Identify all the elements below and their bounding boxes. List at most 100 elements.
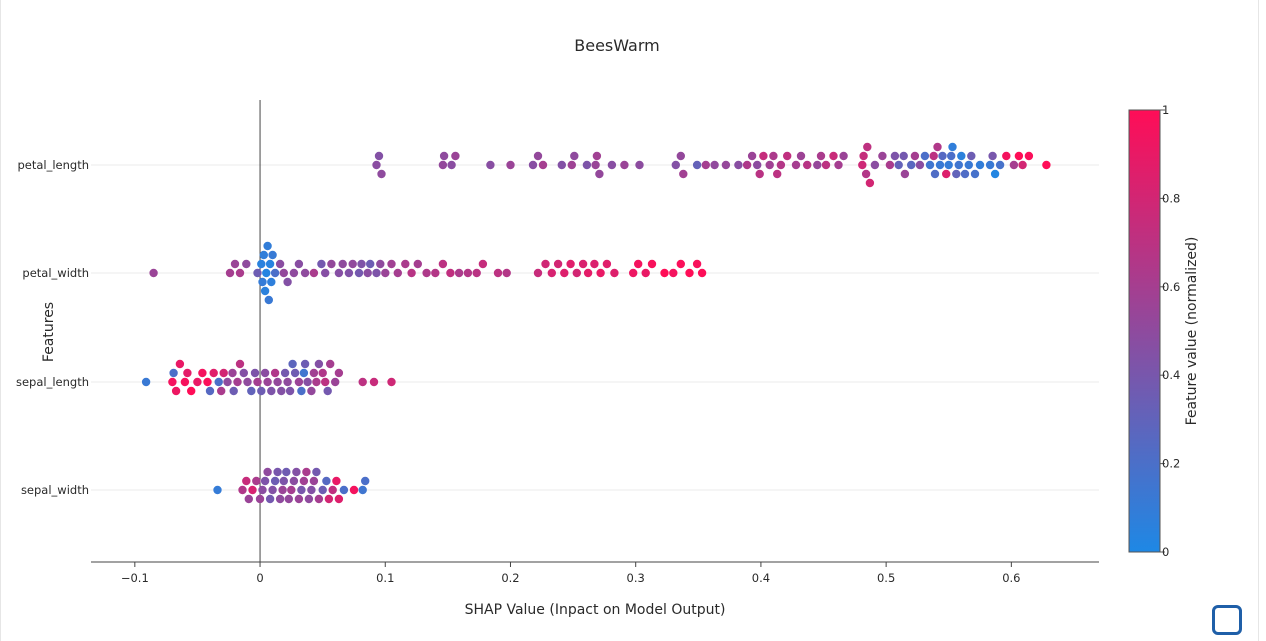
point-sepal_width [299, 476, 309, 486]
point-petal_length [1009, 160, 1019, 170]
point-sepal_length [209, 368, 218, 378]
x-axis-label: SHAP Value (Inpact on Model Output) [465, 602, 726, 618]
point-petal_length [933, 142, 942, 152]
point-petal_width [660, 268, 669, 278]
point-petal_width [697, 268, 707, 278]
point-sepal_length [260, 368, 270, 378]
point-petal_length [954, 160, 963, 170]
point-petal_length [964, 160, 973, 170]
point-sepal_length [169, 368, 178, 378]
point-sepal_length [312, 377, 321, 387]
chart-title: BeesWarm [574, 36, 659, 55]
point-petal_length [970, 169, 980, 179]
point-sepal_width [302, 467, 311, 477]
point-petal_length [721, 160, 731, 170]
point-sepal_length [285, 386, 295, 396]
point-petal_length [960, 169, 970, 179]
point-petal_length [582, 160, 592, 170]
y-tick-label: petal_width [22, 266, 89, 280]
point-petal_length [607, 160, 617, 170]
point-petal_length [753, 160, 762, 170]
point-petal_width [149, 268, 158, 278]
point-sepal_width [238, 485, 247, 495]
point-petal_width [438, 259, 448, 269]
point-sepal_width [361, 476, 370, 486]
expand-icon[interactable] [1212, 605, 1242, 635]
point-sepal_length [288, 359, 297, 369]
point-sepal_length [250, 368, 260, 378]
x-tick-label: 0.5 [877, 571, 895, 585]
point-petal_length [747, 151, 757, 161]
point-petal_length [765, 160, 774, 170]
point-sepal_width [252, 476, 261, 486]
point-petal_length [859, 151, 868, 161]
point-sepal_length [141, 377, 151, 387]
point-petal_width [235, 268, 245, 278]
point-petal_length [948, 142, 957, 152]
point-petal_width [317, 259, 326, 269]
point-petal_length [1042, 160, 1051, 170]
point-sepal_width [309, 476, 319, 486]
point-petal_length [925, 160, 935, 170]
point-petal_length [1002, 151, 1011, 161]
point-petal_width [647, 259, 657, 269]
point-petal_width [262, 268, 271, 278]
colorbar-tick-label: 0.2 [1162, 457, 1180, 471]
point-sepal_width [304, 494, 314, 504]
point-sepal_width [334, 494, 344, 504]
x-tick-label: 0.3 [627, 571, 645, 585]
point-petal_length [567, 160, 576, 170]
point-petal_width [263, 241, 272, 251]
point-petal_length [374, 151, 384, 161]
point-petal_width [553, 259, 563, 269]
point-petal_length [990, 169, 1000, 179]
point-petal_width [401, 259, 410, 269]
point-petal_width [372, 268, 381, 278]
x-tick-label: −0.1 [121, 571, 149, 585]
point-petal_length [692, 160, 702, 170]
point-sepal_length [171, 386, 181, 396]
point-petal_width [641, 268, 650, 278]
point-petal_length [1024, 151, 1034, 161]
colorbar-tick-label: 0.4 [1162, 368, 1180, 382]
point-sepal_width [324, 494, 334, 504]
point-petal_length [930, 169, 940, 179]
point-sepal_length [257, 386, 266, 396]
point-petal_length [679, 169, 688, 179]
point-sepal_length [369, 377, 379, 387]
point-petal_width [381, 268, 390, 278]
x-tick-label: 0.1 [376, 571, 394, 585]
point-petal_width [283, 277, 292, 287]
point-petal_length [938, 151, 947, 161]
colorbar: 0 0.2 0.4 0.6 0.8 1 Feature value (normalized… [1128, 103, 1200, 559]
point-sepal_length [283, 377, 292, 387]
point-sepal_width [260, 476, 270, 486]
point-sepal_width [332, 476, 341, 486]
point-sepal_length [168, 377, 177, 387]
point-petal_length [803, 160, 812, 170]
point-petal_width [338, 259, 347, 269]
point-sepal_width [268, 485, 277, 495]
point-petal_length [783, 151, 792, 161]
point-petal_length [620, 160, 629, 170]
point-petal_length [907, 160, 916, 170]
colorbar-ticks: 0 0.2 0.4 0.6 0.8 1 [1160, 103, 1180, 559]
point-petal_width [357, 259, 366, 269]
point-sepal_length [387, 377, 396, 387]
point-sepal_length [239, 368, 248, 378]
point-sepal_length [277, 386, 286, 396]
point-petal_length [595, 169, 604, 179]
point-petal_length [701, 160, 710, 170]
point-petal_length [734, 160, 743, 170]
point-petal_width [454, 268, 464, 278]
point-sepal_length [193, 377, 202, 387]
point-petal_width [572, 268, 581, 278]
point-petal_width [300, 268, 310, 278]
point-petal_width [260, 286, 270, 296]
point-petal_width [258, 277, 267, 287]
point-petal_width [478, 259, 488, 269]
point-petal_length [975, 160, 985, 170]
point-petal_length [910, 151, 920, 161]
point-petal_width [634, 259, 643, 269]
